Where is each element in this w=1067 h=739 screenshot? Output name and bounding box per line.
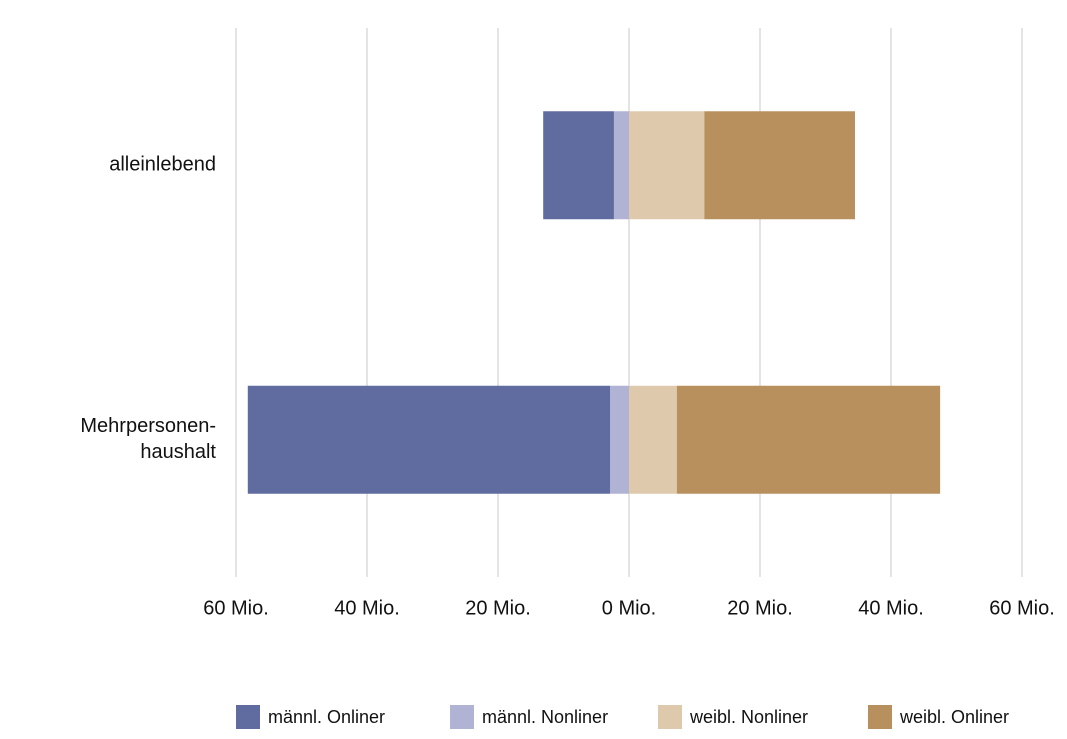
x-tick-label: 20 Mio. bbox=[465, 597, 531, 619]
bar-segment bbox=[629, 111, 705, 220]
x-tick-label: 0 Mio. bbox=[602, 597, 656, 619]
x-tick-label: 60 Mio. bbox=[989, 597, 1055, 619]
x-tick-label: 60 Mio. bbox=[203, 597, 269, 619]
x-tick-label: 40 Mio. bbox=[334, 597, 400, 619]
legend-label: weibl. Nonliner bbox=[689, 707, 808, 727]
x-tick-label: 20 Mio. bbox=[727, 597, 793, 619]
legend-label: männl. Onliner bbox=[268, 707, 385, 727]
bar-segment bbox=[629, 385, 677, 494]
legend-label: männl. Nonliner bbox=[482, 707, 608, 727]
bar-segment bbox=[613, 111, 629, 220]
bar-segment bbox=[610, 385, 629, 494]
bar-segment bbox=[676, 385, 941, 494]
x-tick-label: 40 Mio. bbox=[858, 597, 924, 619]
bar-segment bbox=[247, 385, 611, 494]
legend-swatch bbox=[236, 705, 260, 729]
bar-segment bbox=[543, 111, 614, 220]
legend-swatch bbox=[658, 705, 682, 729]
legend-label: weibl. Onliner bbox=[899, 707, 1009, 727]
legend-swatch bbox=[868, 705, 892, 729]
legend-swatch bbox=[450, 705, 474, 729]
category-label: Mehrpersonen-haushalt bbox=[80, 415, 216, 463]
bar-segment bbox=[704, 111, 855, 220]
category-label: alleinlebend bbox=[109, 154, 216, 176]
